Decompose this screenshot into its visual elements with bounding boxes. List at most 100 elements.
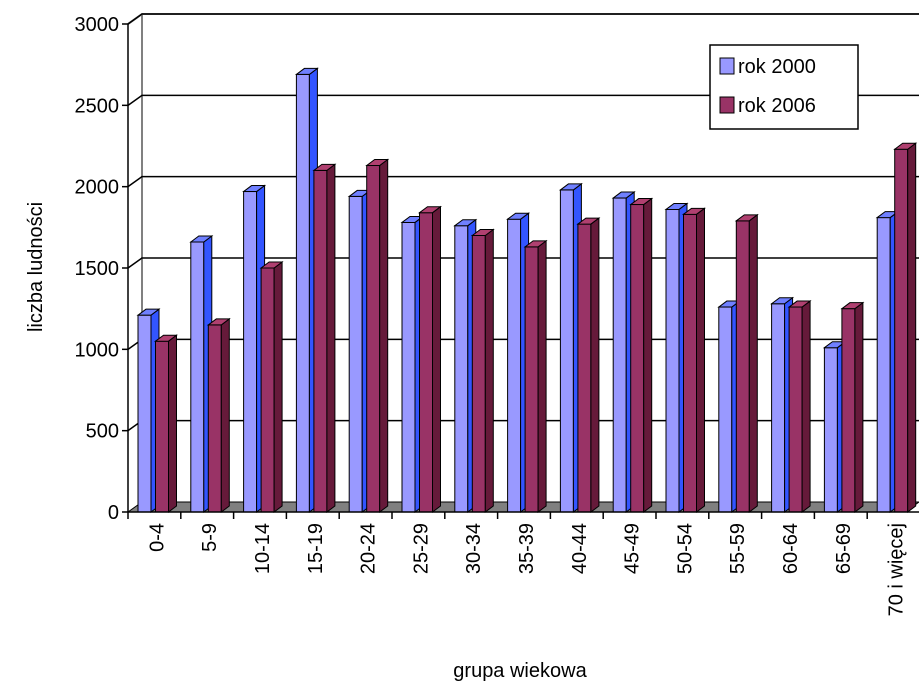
bar-series-2-70-i-więcej — [893, 142, 918, 513]
bar-front — [524, 246, 539, 513]
y-tick-label: 1500 — [75, 258, 120, 280]
bar-side — [643, 197, 653, 513]
bar-side — [537, 239, 547, 513]
x-tick-label: 35-39 — [516, 523, 538, 574]
bar-front — [366, 165, 381, 513]
bar-front — [243, 191, 258, 513]
y-axis-title: liczba ludności — [25, 202, 47, 332]
bar-side — [748, 213, 758, 513]
x-tick-label: 15-19 — [305, 523, 327, 574]
bar-top — [259, 261, 284, 269]
x-tick-label: 20-24 — [358, 523, 380, 574]
bar-series-2-35-39 — [523, 239, 548, 513]
bars — [136, 67, 918, 513]
bar-front — [507, 218, 522, 513]
bar-top — [506, 212, 531, 220]
bar-front — [454, 225, 469, 513]
bar-series-2-25-29 — [418, 205, 442, 513]
bar-front — [155, 340, 169, 513]
bar-side — [696, 207, 705, 513]
x-tick-label: 25-29 — [410, 523, 432, 574]
gridline — [127, 257, 919, 269]
gridline — [127, 13, 919, 25]
bar-front — [876, 217, 891, 513]
bar-top — [734, 214, 759, 222]
bar-top — [893, 142, 918, 150]
bar-side — [907, 142, 917, 513]
bar-top — [294, 67, 319, 75]
gridline — [127, 175, 919, 188]
bar-series-2-10-14 — [259, 261, 284, 513]
bar-top — [189, 235, 214, 243]
bar-front — [841, 308, 856, 513]
bar-front — [612, 197, 627, 513]
x-tick-label: 65-69 — [833, 523, 855, 574]
bar-top — [470, 228, 495, 236]
x-tick-label: 50-54 — [674, 523, 696, 574]
bar-front — [419, 212, 433, 513]
bar-side — [590, 217, 600, 513]
bar-series-2-30-34 — [470, 228, 495, 513]
bar-top — [558, 183, 583, 191]
x-tick-label: 40-44 — [569, 523, 591, 574]
x-tick-label: 45-49 — [622, 523, 644, 574]
legend-box — [709, 44, 859, 130]
bar-series-2-40-44 — [576, 217, 601, 513]
bar-top — [453, 219, 478, 227]
x-tick-label: 10-14 — [252, 523, 274, 574]
legend: rok 2000 rok 2006 — [709, 44, 859, 130]
bar-top — [840, 302, 865, 310]
y-tick-label: 1000 — [75, 339, 120, 361]
bar-top — [682, 207, 706, 215]
bar-front — [894, 148, 909, 513]
x-tick-label: 30-34 — [463, 523, 485, 574]
bar-side — [273, 261, 283, 513]
bar-front — [735, 220, 750, 513]
bar-top — [629, 198, 654, 206]
bar-front — [559, 189, 574, 513]
bar-series-2-60-64 — [787, 300, 812, 513]
bar-front — [471, 234, 486, 513]
bar-front — [665, 208, 680, 513]
bar-front — [577, 223, 592, 513]
y-tick-label: 3000 — [75, 14, 120, 36]
bar-front — [788, 306, 803, 513]
bar-side — [379, 158, 389, 513]
bar-side — [854, 301, 864, 513]
bar-top — [312, 163, 337, 171]
legend-swatch-series-1 — [719, 57, 735, 75]
bar-top — [787, 300, 812, 308]
axes: 0 500 1000 1500 2000 2500 3000 0-4 5-9 10-14 15-19… — [75, 14, 919, 616]
bar-series-2-20-24 — [365, 158, 390, 513]
bar-series-2-65-69 — [840, 301, 865, 513]
bar-series-2-55-59 — [734, 213, 759, 513]
bar-front — [295, 73, 310, 513]
bar-side — [484, 228, 494, 513]
gridline — [127, 94, 919, 106]
bar-side — [168, 334, 177, 513]
bar-top — [365, 159, 390, 167]
bar-side — [432, 205, 441, 513]
y-tick-label: 0 — [108, 502, 119, 524]
bar-top — [611, 191, 636, 199]
bar-front — [313, 169, 328, 513]
bar-front — [137, 314, 152, 513]
bar-side — [326, 163, 336, 513]
bar-top — [664, 202, 689, 210]
x-tick-label: 60-64 — [780, 523, 802, 574]
y-tick-label: 2000 — [75, 177, 120, 199]
bar-front — [718, 306, 733, 513]
bar-front — [207, 324, 222, 513]
bar-top — [242, 185, 267, 193]
bar-top — [770, 297, 795, 305]
legend-swatch-series-2 — [719, 96, 735, 114]
bar-front — [683, 213, 697, 513]
bar-series-2-15-19 — [312, 163, 337, 513]
legend-label-series-1: rok 2000 — [738, 56, 816, 78]
bar-side — [801, 300, 811, 513]
bar-front — [348, 195, 363, 513]
bar-series-2-5-9 — [206, 317, 231, 513]
back-wall-edge — [127, 13, 919, 25]
bar-series-2-50-54 — [682, 207, 706, 513]
